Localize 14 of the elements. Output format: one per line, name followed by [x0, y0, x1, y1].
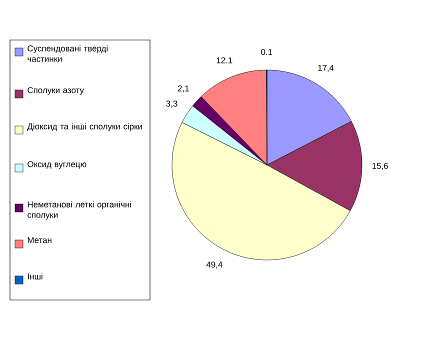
data-label: 15,6 — [372, 162, 388, 170]
legend-label: Інші — [28, 273, 42, 280]
legend-label: Неметанові леткі органічні сполуки — [28, 201, 131, 220]
legend-label: Суспендовані тверді частинки — [28, 45, 108, 62]
data-label: 49,4 — [206, 262, 222, 269]
data-label: 17,4 — [318, 64, 334, 72]
legend-label: Діоксид та інші сполуки сірки — [27, 123, 142, 132]
data-label: 3,3 — [166, 100, 178, 108]
legend-label: Оксид вуглецю — [28, 161, 86, 169]
data-label: 12.1 — [216, 57, 232, 64]
data-label: 0.1 — [261, 48, 272, 55]
data-label: 2,1 — [178, 85, 189, 92]
legend-label: Сполуки азоту — [28, 87, 84, 95]
legend-label: Метан — [28, 237, 52, 244]
